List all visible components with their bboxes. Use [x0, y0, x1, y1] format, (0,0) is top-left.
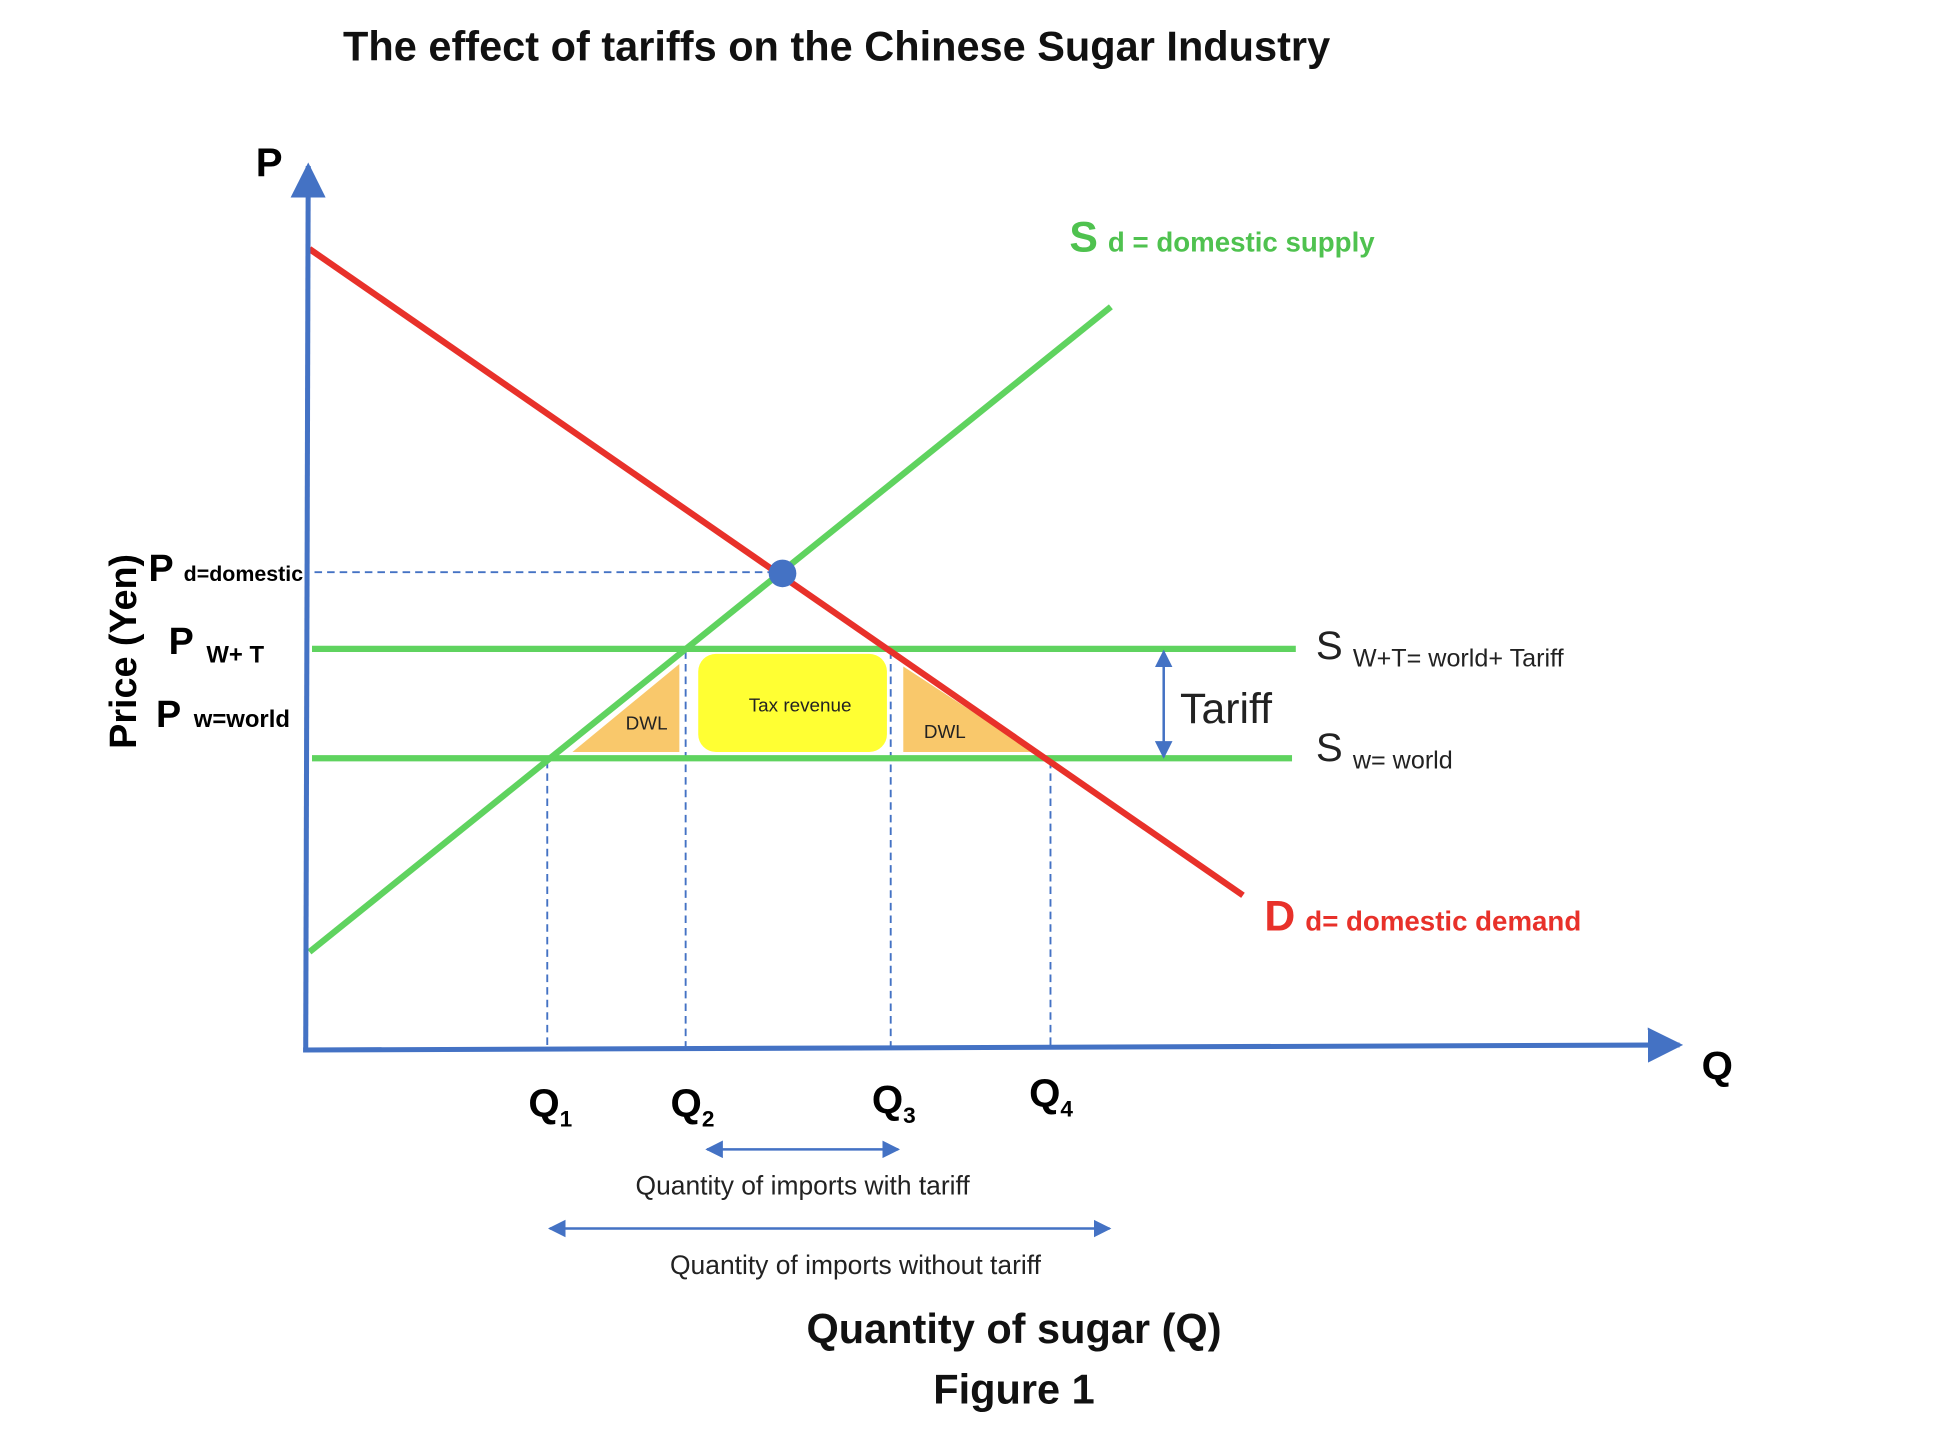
quantity-label: Q3 — [872, 1077, 916, 1128]
quantity-label: Q2 — [671, 1081, 715, 1132]
label-part: P — [156, 693, 181, 735]
x-axis-symbol: Q — [1702, 1043, 1733, 1088]
y-axis-label: Price (Yen) — [102, 554, 144, 749]
label-part: D — [1264, 893, 1295, 941]
label-part: d = domestic supply — [1108, 226, 1375, 257]
imports-with-tariff-label: Quantity of imports with tariff — [636, 1171, 971, 1201]
label-part: 2 — [702, 1107, 715, 1132]
label-part: 4 — [1060, 1097, 1073, 1122]
label-part: Q — [872, 1077, 903, 1122]
caption: Figure 1 — [933, 1365, 1094, 1412]
label-part: P — [148, 547, 173, 589]
equilibrium-point — [768, 559, 797, 588]
label-part: 1 — [560, 1107, 573, 1132]
tax-revenue-area — [698, 653, 887, 752]
label-part: w= world — [1352, 746, 1453, 774]
label-part: P — [169, 620, 194, 662]
label-part: W+T= world+ Tariff — [1353, 644, 1565, 672]
label-part: d= domestic demand — [1305, 906, 1581, 937]
world-tariff-label: S W+T= world+ Tariff — [1316, 623, 1565, 673]
dwl-left — [572, 663, 680, 752]
x-axis — [303, 1027, 1684, 1063]
label-part: W+ T — [206, 642, 264, 669]
imports-without-tariff-label: Quantity of imports without tariff — [670, 1250, 1042, 1280]
guides — [314, 571, 1052, 1047]
label-part: d=domestic — [184, 562, 304, 586]
label-part: S — [1316, 725, 1343, 770]
quantity-label: Q1 — [528, 1081, 572, 1132]
tariff-label: Tariff — [1180, 685, 1272, 733]
label-part: 3 — [903, 1103, 916, 1128]
region-label: DWL — [924, 721, 966, 742]
label-part: Q — [671, 1081, 702, 1126]
region-label: Tax revenue — [749, 695, 852, 716]
x-axis-label: Quantity of sugar (Q) — [806, 1305, 1221, 1352]
label-part: S — [1316, 623, 1343, 668]
label-part: Q — [1029, 1071, 1060, 1116]
y-axis — [290, 162, 326, 1053]
supply-curve — [307, 304, 1113, 955]
y-axis-symbol: P — [256, 140, 283, 185]
label-part: Q — [528, 1081, 559, 1126]
label-part: S — [1069, 214, 1098, 262]
label-part: w=world — [193, 706, 290, 733]
title: The effect of tariffs on the Chinese Sug… — [343, 22, 1330, 69]
quantity-label: Q4 — [1029, 1071, 1073, 1122]
price-label: P W+ T — [169, 620, 265, 669]
region-label: DWL — [626, 712, 668, 733]
